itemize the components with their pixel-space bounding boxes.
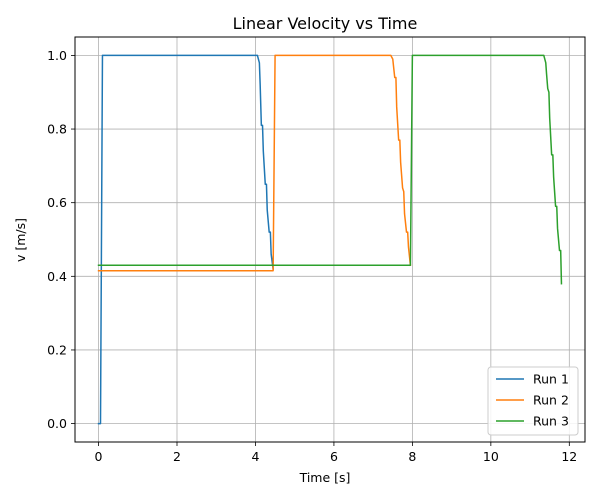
x-tick-label: 8 (408, 449, 416, 464)
x-tick-label: 10 (483, 449, 499, 464)
y-axis-label: v [m/s] (13, 218, 28, 262)
series-line-run-1 (97, 54, 274, 425)
x-tick-label: 6 (330, 449, 338, 464)
legend-label-run-2: Run 2 (533, 393, 569, 408)
legend-box (487, 366, 579, 436)
y-tick-label: 0.2 (47, 342, 67, 357)
y-tick-label: 1.0 (47, 48, 67, 63)
x-tick-label: 0 (95, 449, 103, 464)
x-tick-label: 2 (173, 449, 181, 464)
series-line-run-2 (97, 54, 412, 272)
grid (75, 37, 585, 442)
y-tick-label: 0.4 (47, 269, 67, 284)
axis-ticks: 0 2 4 6 8 10 12 0.0 0.2 0.4 0.6 0.8 1.0 (47, 48, 577, 464)
chart-title: Linear Velocity vs Time (233, 14, 418, 33)
y-tick-label: 0.8 (47, 122, 67, 137)
legend-label-run-1: Run 1 (533, 372, 569, 387)
plot-area-frame (74, 36, 586, 443)
legend: Run 1 Run 2 Run 3 (487, 366, 579, 436)
series-line-run-3 (97, 54, 563, 285)
x-tick-label: 12 (561, 449, 577, 464)
y-tick-label: 0.0 (47, 416, 67, 431)
y-tick-label: 0.6 (47, 195, 67, 210)
legend-label-run-3: Run 3 (533, 414, 569, 429)
series-lines (97, 54, 563, 425)
x-tick-label: 4 (251, 449, 259, 464)
x-axis-label: Time [s] (299, 470, 351, 485)
